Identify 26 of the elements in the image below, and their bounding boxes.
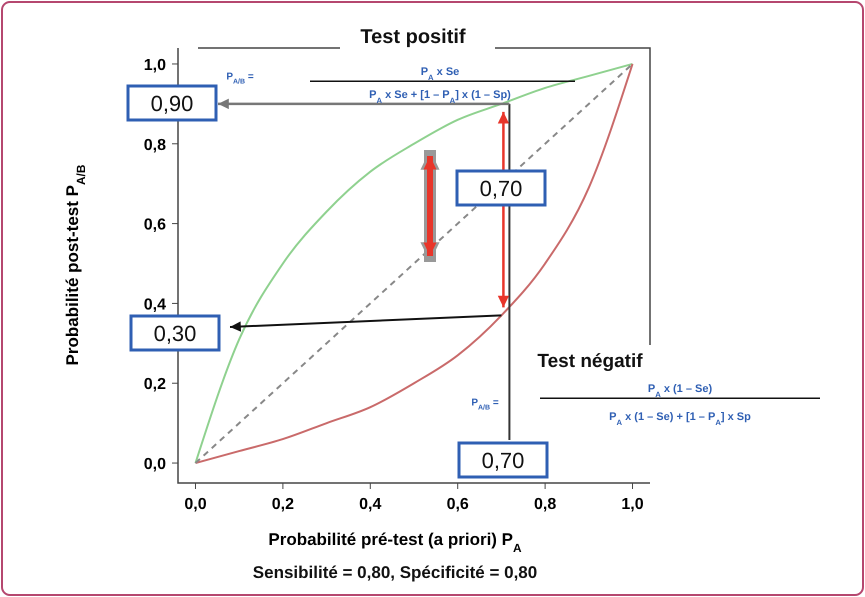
- annotation: Test positif: [360, 26, 466, 48]
- y-tick-label: 0,8: [144, 136, 166, 154]
- annotation: 0,70: [480, 176, 522, 201]
- text: Sensibilité = 0,80, Spécificité = 0,80: [252, 563, 538, 582]
- x-tick-label: 0,6: [446, 496, 469, 513]
- annotation: P$_{A}$ x Se + [1 – P$_{A}$] x (1 – Sp): [369, 88, 512, 104]
- annotation: P$_{A/B}$ =: [226, 72, 254, 86]
- x-tick-label: 1,0: [621, 496, 644, 513]
- x-axis-title: Probabilité pré-test (a priori) P$_{A}$: [268, 530, 522, 555]
- y-tick-label: 0,6: [144, 216, 166, 234]
- x-tick-label: 0,0: [184, 496, 207, 513]
- annotation: P$_{A}$ x (1 – Se): [648, 382, 712, 398]
- x-tick-label: 0,4: [359, 496, 382, 513]
- y-tick-label: 0,4: [144, 296, 166, 314]
- annotation: 0,90: [150, 90, 194, 116]
- x-tick-label: 0,2: [272, 496, 294, 513]
- y-tick-label: 0,0: [144, 456, 166, 474]
- annotation: P$_{A}$ x Se: [420, 66, 460, 82]
- x-tick-label: 0,8: [534, 496, 556, 513]
- annotation: P$_{A/B}$ =: [471, 398, 499, 412]
- y-tick-label: 0,2: [144, 376, 166, 394]
- annotation: Test négatif: [537, 350, 644, 372]
- annotation: 0,70: [482, 448, 524, 473]
- annotation: P$_{A}$ x (1 – Se) + [1 – P$_{A}$] x Sp: [609, 410, 752, 426]
- annotation: 0,30: [154, 320, 196, 346]
- y-tick-label: 1,0: [144, 56, 166, 74]
